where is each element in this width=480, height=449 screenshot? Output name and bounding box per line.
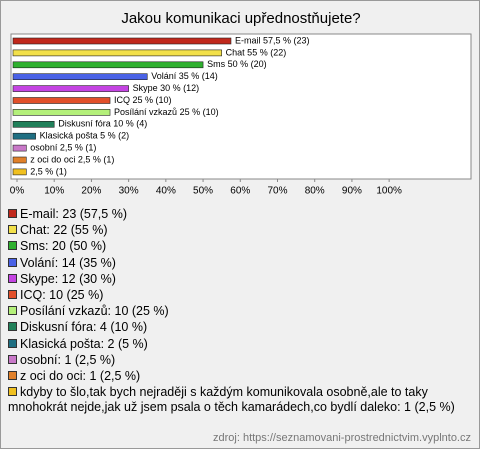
legend-swatch bbox=[8, 338, 17, 348]
legend-text: Skype: 12 (30 %) bbox=[20, 271, 116, 286]
x-tick-label: 10% bbox=[44, 186, 64, 197]
legend-item: Sms: 20 (50 %) bbox=[8, 239, 470, 254]
chart: Jakou komunikaci upřednostňujete? 0% 10% 2… bbox=[10, 10, 472, 197]
bar bbox=[12, 97, 111, 104]
legend-item: Volání: 14 (35 %) bbox=[8, 256, 470, 271]
bar bbox=[12, 121, 55, 128]
value-label: Skype 30 % (12) bbox=[133, 83, 200, 93]
legend-swatch bbox=[8, 209, 17, 218]
legend-text: kdyby to šlo,tak bych nejraději s každým… bbox=[8, 385, 455, 415]
bar bbox=[12, 156, 27, 164]
value-label: E-mail 57,5 % (23) bbox=[235, 35, 310, 45]
legend-text: Diskusní fóra: 4 (10 %) bbox=[20, 320, 148, 335]
value-label: ICQ 25 % (10) bbox=[114, 95, 172, 105]
legend-swatch bbox=[8, 322, 17, 332]
legend-swatch bbox=[8, 225, 17, 235]
legend-swatch bbox=[8, 306, 17, 316]
legend-swatch bbox=[8, 387, 17, 397]
legend-item: Klasická pošta: 2 (5 %) bbox=[8, 337, 470, 352]
legend-swatch bbox=[8, 273, 17, 283]
bar bbox=[12, 168, 27, 176]
legend-item: Chat: 22 (55 %) bbox=[8, 223, 470, 238]
legend-text: z oci do oci: 1 (2,5 %) bbox=[20, 369, 141, 383]
legend-item: Posílání vzkazů: 10 (25 %) bbox=[8, 304, 470, 319]
legend-item: z oci do oci: 1 (2,5 %) bbox=[8, 369, 470, 384]
x-tick-label: 80% bbox=[305, 186, 325, 197]
legend-text: Volání: 14 (35 %) bbox=[20, 255, 116, 270]
legend-swatch bbox=[8, 371, 17, 380]
value-label: z oci do oci 2,5 % (1) bbox=[30, 154, 114, 164]
legend-item: E-mail: 23 (57,5 %) bbox=[8, 207, 470, 222]
source: zdroj: https://seznamovani-prostrednictv… bbox=[213, 432, 471, 444]
bar bbox=[12, 132, 36, 140]
legend-text: osobní: 1 (2,5 %) bbox=[20, 352, 116, 367]
legend-swatch bbox=[8, 257, 17, 267]
value-label: Diskusní fóra 10 % (4) bbox=[58, 119, 147, 129]
legend-text: E-mail: 23 (57,5 %) bbox=[20, 207, 127, 221]
value-label: Chat 55 % (22) bbox=[226, 47, 287, 57]
x-tick-label: 20% bbox=[81, 186, 101, 197]
legend-text: ICQ: 10 (25 %) bbox=[20, 288, 104, 302]
plot-area bbox=[10, 33, 472, 180]
x-tick-label: 70% bbox=[267, 186, 287, 197]
x-tick-label: 100% bbox=[376, 186, 402, 197]
x-tick-label: 0% bbox=[10, 186, 25, 197]
x-tick-label: 30% bbox=[119, 186, 139, 197]
x-tick-label: 60% bbox=[230, 186, 250, 197]
bar bbox=[12, 109, 111, 116]
legend-swatch bbox=[8, 354, 17, 364]
legend-item: ICQ: 10 (25 %) bbox=[8, 288, 470, 303]
bar bbox=[12, 144, 27, 152]
chart-title: Jakou komunikaci upřednostňujete? bbox=[121, 10, 360, 27]
legend-item: kdyby to šlo,tak bych nejraději s každým… bbox=[8, 385, 470, 415]
legend-item: Skype: 12 (30 %) bbox=[8, 272, 470, 287]
legend-swatch bbox=[8, 241, 17, 251]
legend-item: osobní: 1 (2,5 %) bbox=[8, 353, 470, 368]
bar bbox=[12, 73, 148, 80]
value-label: Posílání vzkazů 25 % (10) bbox=[114, 107, 219, 117]
legend-swatch bbox=[8, 290, 17, 299]
bar bbox=[12, 49, 222, 57]
value-label: Volání 35 % (14) bbox=[151, 71, 218, 81]
value-label: osobní 2,5 % (1) bbox=[30, 142, 96, 152]
bar bbox=[12, 85, 129, 92]
legend-text: Chat: 22 (55 %) bbox=[20, 223, 108, 238]
value-label: Klasická pošta 5 % (2) bbox=[40, 131, 130, 141]
bar bbox=[12, 61, 204, 69]
legend-text: Posílání vzkazů: 10 (25 %) bbox=[20, 304, 169, 319]
legend-text: Klasická pošta: 2 (5 %) bbox=[20, 336, 148, 351]
legend-item: Diskusní fóra: 4 (10 %) bbox=[8, 320, 470, 335]
value-label: Sms 50 % (20) bbox=[207, 59, 267, 69]
x-tick-label: 40% bbox=[156, 186, 176, 197]
x-tick-label: 90% bbox=[342, 186, 362, 197]
value-label: 2,5 % (1) bbox=[30, 166, 67, 176]
legend-text: Sms: 20 (50 %) bbox=[20, 239, 107, 254]
bar bbox=[12, 37, 232, 45]
x-tick-label: 50% bbox=[193, 186, 213, 197]
